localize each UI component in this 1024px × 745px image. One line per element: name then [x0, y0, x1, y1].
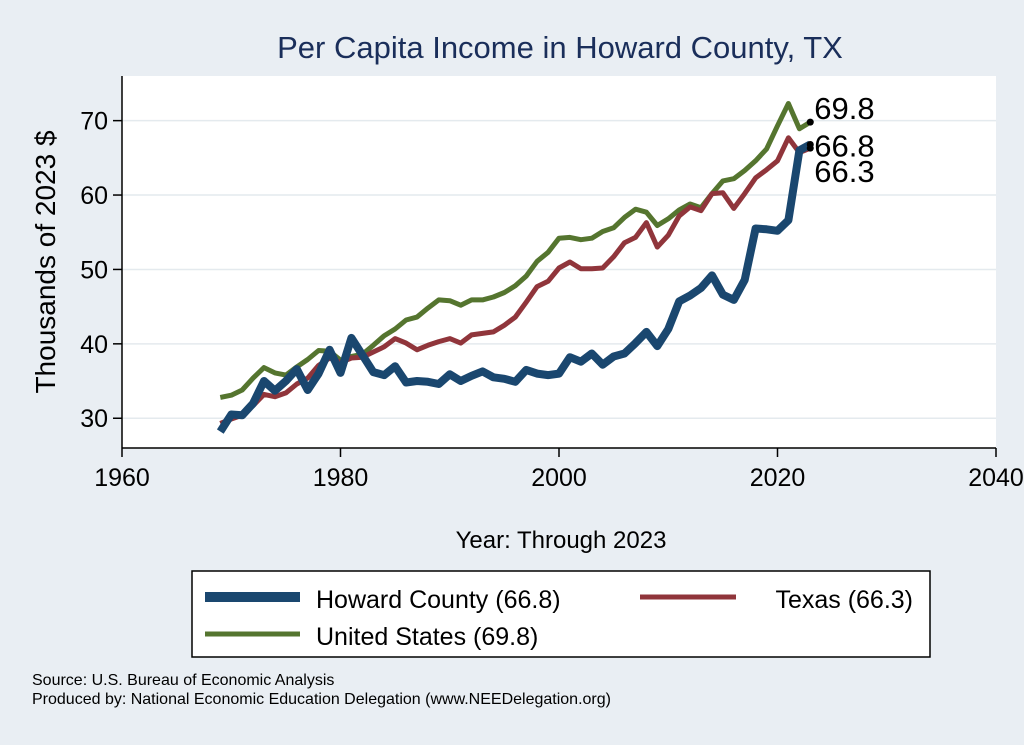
legend-box [191, 570, 931, 658]
y-tick-label: 30 [80, 405, 108, 433]
y-tick-label: 70 [80, 108, 108, 136]
x-tick-label: 2040 [968, 464, 1024, 492]
end-value-label: 69.8 [814, 91, 874, 126]
end-value-label: 66.8 [814, 128, 874, 163]
x-tick-label: 1960 [94, 464, 150, 492]
x-axis-label: Year: Through 2023 [456, 527, 667, 554]
end-value-label: 66.3 [814, 154, 874, 189]
y-tick-label: 60 [80, 182, 108, 210]
producer-note: Produced by: National Economic Education… [32, 691, 611, 708]
legend: Howard County (66.8) Texas (66.3) United S… [191, 570, 931, 658]
chart-title: Per Capita Income in Howard County, TX [277, 30, 843, 65]
source-note: Source: U.S. Bureau of Economic Analysis [32, 672, 335, 689]
end-point-marker [806, 118, 814, 126]
axes: 30 40 50 60 70 1960 1980 2000 2020 2040 [80, 76, 1024, 492]
series-lines [216, 101, 813, 434]
legend-label: Texas (66.3) [775, 586, 913, 614]
y-axis-label: Thousands of 2023 $ [30, 130, 61, 394]
x-tick-label: 2000 [531, 464, 587, 492]
x-tick-label: 1980 [313, 464, 369, 492]
end-labels: 66.866.3 69.8 [806, 91, 875, 189]
legend-label: Howard County (66.8) [316, 586, 561, 614]
legend-label: United States (69.8) [316, 623, 538, 651]
series-line [216, 140, 813, 434]
end-point-marker [806, 144, 814, 152]
y-tick-label: 40 [80, 331, 108, 359]
x-tick-label: 2020 [750, 464, 806, 492]
y-tick-label: 50 [80, 256, 108, 284]
